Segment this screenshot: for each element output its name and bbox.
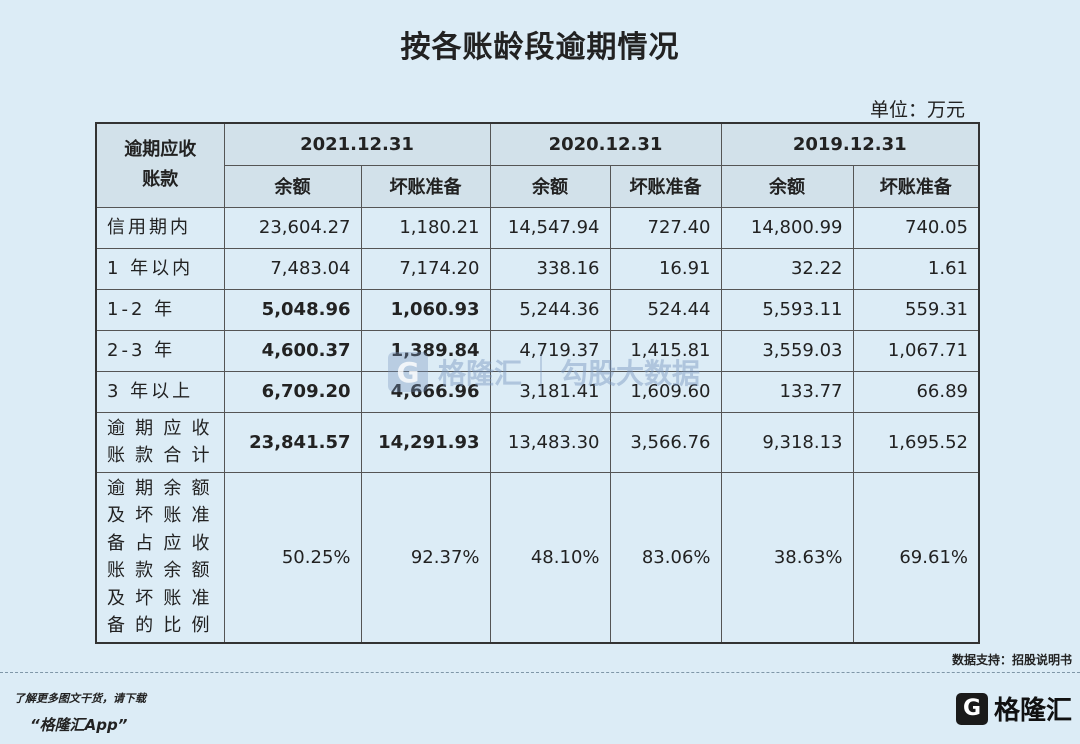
cell-value: 14,800.99 [720,206,854,249]
cell-value: 7,174.20 [360,247,491,290]
cell-value: 69.61% [852,471,980,643]
row-label-line: 及坏账准 [107,587,214,609]
year-header: 2019.12.31 [720,122,980,166]
subheader-provision: 坏账准备 [360,164,491,208]
cell-value: 9,318.13 [720,411,854,473]
cell-value: 16.91 [609,247,722,290]
cell-value: 50.25% [223,471,362,643]
cell-value: 727.40 [609,206,722,249]
cell-value: 133.77 [720,370,854,413]
unit-label: 单位：万元 [869,99,965,121]
cell-value: 1,609.60 [609,370,722,413]
brand-logo[interactable]: G 格隆汇 [955,690,1072,727]
row-label: 逾期应收 账款合计 [95,411,225,473]
cell-value: 23,841.57 [223,411,362,473]
table-row: 1-2 年 5,048.96 1,060.93 5,244.36 524.44 … [95,288,980,331]
cell-value: 1,180.21 [360,206,491,249]
footer-divider [0,672,1080,673]
cell-value: 3,566.76 [609,411,722,473]
overdue-aging-table: 逾期应收 账款 2021.12.31 2020.12.31 2019.12.31… [95,122,980,644]
cell-value: 14,291.93 [360,411,491,473]
subheader-provision: 坏账准备 [609,164,722,208]
brand-logo-icon: G [955,692,988,725]
row-label: 1 年以内 [95,247,225,290]
cell-value: 1,389.84 [360,329,491,372]
cell-value: 5,593.11 [720,288,854,331]
cell-value: 92.37% [360,471,491,643]
row-label-line: 备占应收 [107,532,214,554]
cell-value: 338.16 [489,247,611,290]
cell-value: 1,060.93 [360,288,491,331]
corner-header-line: 逾期应收 [124,139,197,161]
row-label-line: 及坏账准 [107,505,214,526]
cell-value: 13,483.30 [489,411,611,473]
row-label-line: 账款余额 [107,560,214,581]
cell-value: 4,600.37 [223,329,362,372]
cell-value: 559.31 [852,288,980,331]
year-header: 2020.12.31 [489,122,722,166]
subheader-balance: 余额 [720,164,854,208]
cell-value: 1,695.52 [852,411,980,473]
cell-value: 740.05 [852,206,980,249]
cell-value: 83.06% [609,471,722,643]
table-row: 信用期内 23,604.27 1,180.21 14,547.94 727.40… [95,206,980,249]
cell-value: 524.44 [609,288,722,331]
row-label-line: 备的比例 [107,615,214,636]
table-row-total: 逾期应收 账款合计 23,841.57 14,291.93 13,483.30 … [95,411,980,473]
cell-value: 48.10% [489,471,611,643]
cell-value: 38.63% [720,471,854,643]
cell-value: 23,604.27 [223,206,362,249]
row-label: 1-2 年 [95,288,225,331]
row-label: 信用期内 [95,206,225,249]
table-row-ratio: 逾期余额 及坏账准 备占应收 账款余额 及坏账准 备的比例 50.25% 92.… [95,471,980,643]
table-row: 3 年以上 6,709.20 4,666.96 3,181.41 1,609.6… [95,370,980,413]
cell-value: 3,559.03 [720,329,854,372]
cell-value: 4,719.37 [489,329,611,372]
corner-header-line: 账款 [142,169,179,191]
cell-value: 1,415.81 [609,329,722,372]
cell-value: 7,483.04 [223,247,362,290]
row-label: 逾期余额 及坏账准 备占应收 账款余额 及坏账准 备的比例 [95,471,225,643]
table-row: 2-3 年 4,600.37 1,389.84 4,719.37 1,415.8… [95,329,980,372]
cell-value: 66.89 [852,370,980,413]
subheader-balance: 余额 [489,164,611,208]
corner-header: 逾期应收 账款 [95,122,225,208]
cell-value: 14,547.94 [489,206,611,249]
row-label-line: 账款合计 [107,445,214,466]
cell-value: 3,181.41 [489,370,611,413]
row-label-line: 逾期余额 [107,477,214,499]
brand-name: 格隆汇 [993,696,1072,726]
data-source: 数据支持：招股说明书 [951,653,1072,667]
page-title: 按各账龄段逾期情况 [400,30,680,65]
cell-value: 1.61 [852,247,980,290]
cell-value: 5,048.96 [223,288,362,331]
promo-text: 了解更多图文干货，请下载 [14,692,146,705]
cell-value: 5,244.36 [489,288,611,331]
promo-app-name[interactable]: “格隆汇App” [30,716,128,734]
row-label: 2-3 年 [95,329,225,372]
year-header: 2021.12.31 [223,122,491,166]
table-row: 1 年以内 7,483.04 7,174.20 338.16 16.91 32.… [95,247,980,290]
cell-value: 32.22 [720,247,854,290]
subheader-balance: 余额 [223,164,362,208]
cell-value: 6,709.20 [223,370,362,413]
row-label: 3 年以上 [95,370,225,413]
cell-value: 1,067.71 [852,329,980,372]
row-label-line: 逾期应收 [107,417,214,439]
cell-value: 4,666.96 [360,370,491,413]
subheader-provision: 坏账准备 [852,164,980,208]
